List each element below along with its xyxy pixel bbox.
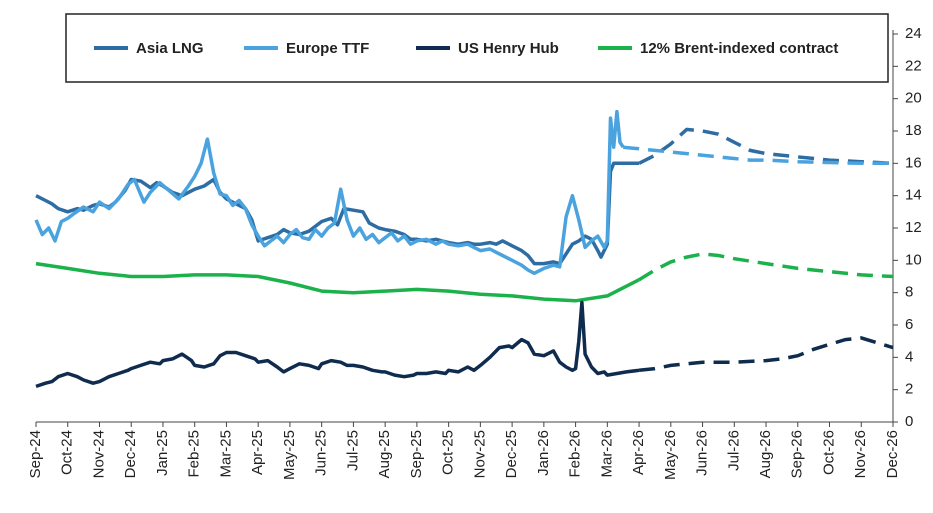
y-tick-label: 2 — [905, 381, 913, 398]
x-tick-label: Sep-26 — [789, 430, 806, 478]
x-tick-label: Aug-26 — [757, 430, 774, 478]
x-tick-label: Dec-24 — [122, 430, 139, 478]
y-tick-label: 22 — [905, 57, 922, 74]
y-tick-label: 6 — [905, 316, 913, 333]
x-tick-label: Nov-26 — [852, 430, 869, 478]
x-tick-label: Jun-26 — [694, 430, 711, 476]
y-tick-label: 24 — [905, 25, 922, 42]
legend-box — [65, 13, 889, 83]
series-line-us-henry-hub — [35, 300, 640, 389]
x-tick-label: Feb-26 — [567, 430, 584, 478]
y-tick-label: 4 — [905, 348, 913, 365]
series-forecast-asia-lng — [638, 127, 894, 166]
series-forecast-12-brent-indexed-contract — [638, 252, 894, 282]
legend-label-europe-ttf: Europe TTF — [286, 40, 369, 57]
x-tick-label: Aug-25 — [376, 430, 393, 478]
x-tick-label: Apr-25 — [249, 430, 266, 475]
y-tick-label: 20 — [905, 90, 922, 107]
y-tick-label: 8 — [905, 284, 913, 301]
x-tick-label: Nov-25 — [471, 430, 488, 478]
legend-label-us-henry-hub: US Henry Hub — [458, 40, 559, 57]
legend: Asia LNG Europe TTF US Henry Hub 12% Bre… — [65, 13, 889, 83]
x-tick-label: Oct-25 — [440, 430, 457, 475]
axes: Sep-24 Oct-24 Nov-24 Dec-24 Jan-25 Feb-25 Mar-… — [27, 25, 922, 480]
x-tick-label: Jul-26 — [725, 430, 742, 471]
x-tick-label: Jun-25 — [313, 430, 330, 476]
series-layer — [34, 109, 894, 389]
y-tick-label: 18 — [905, 122, 922, 139]
series-forecast-europe-ttf — [623, 145, 893, 166]
x-tick-label: Mar-26 — [598, 430, 615, 478]
legend-label-asia-lng: Asia LNG — [136, 40, 204, 57]
legend-label-brent-indexed: 12% Brent-indexed contract — [640, 40, 838, 57]
x-tick-label: Oct-24 — [59, 430, 76, 475]
x-tick-label: Oct-26 — [820, 430, 837, 475]
x-tick-label: Nov-24 — [90, 430, 107, 478]
x-tick-label: Mar-25 — [217, 430, 234, 478]
y-tick-label: 12 — [905, 219, 922, 236]
y-tick-label: 14 — [905, 187, 922, 204]
x-tick-label: Jul-25 — [344, 430, 361, 471]
x-tick-label: Sep-24 — [27, 430, 44, 478]
series-line-12-brent-indexed-contract — [35, 261, 640, 303]
series-line-europe-ttf — [34, 109, 625, 276]
y-tick-label: 10 — [905, 251, 922, 268]
x-tick-label: Apr-26 — [630, 430, 647, 475]
x-tick-label: Dec-26 — [884, 430, 901, 478]
x-tick-label: Jan-26 — [535, 430, 552, 476]
x-tick-label: May-26 — [662, 430, 679, 480]
x-tick-label: Feb-25 — [186, 430, 203, 478]
series-forecast-us-henry-hub — [638, 336, 894, 373]
y-tick-label: 16 — [905, 154, 922, 171]
x-tick-label: Jan-25 — [154, 430, 171, 476]
x-tick-label: Dec-25 — [503, 430, 520, 478]
x-tick-label: Sep-25 — [408, 430, 425, 478]
x-tick-label: May-25 — [281, 430, 298, 480]
y-tick-label: 0 — [905, 413, 913, 430]
